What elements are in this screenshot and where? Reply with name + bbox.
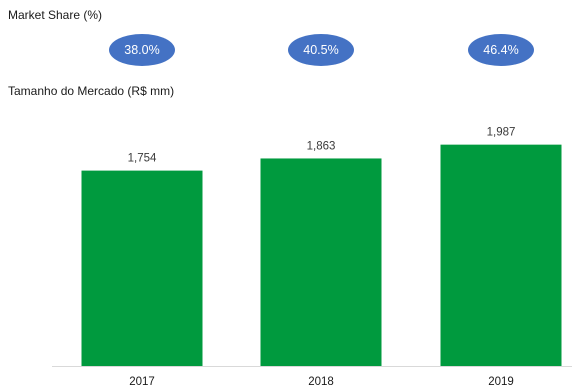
bar-2018 bbox=[260, 158, 382, 366]
market-share-badge-2018: 40.5% bbox=[288, 34, 354, 66]
x-tick-label-2019: 2019 bbox=[488, 376, 514, 388]
data-label-2019: 1,987 bbox=[487, 127, 516, 139]
market-size-heading: Tamanho do Mercado (R$ mm) bbox=[8, 84, 175, 98]
market-share-heading: Market Share (%) bbox=[8, 8, 103, 22]
data-label-2018: 1,863 bbox=[307, 140, 336, 152]
bar-2017 bbox=[81, 170, 203, 366]
data-label-2017: 1,754 bbox=[128, 153, 157, 165]
x-tick-label-2017: 2017 bbox=[129, 376, 155, 388]
market-share-badge-2017: 38.0% bbox=[109, 34, 175, 66]
x-tick-label-2018: 2018 bbox=[308, 376, 334, 388]
bar-2019 bbox=[440, 144, 562, 366]
market-share-badge-2019: 46.4% bbox=[468, 34, 534, 66]
